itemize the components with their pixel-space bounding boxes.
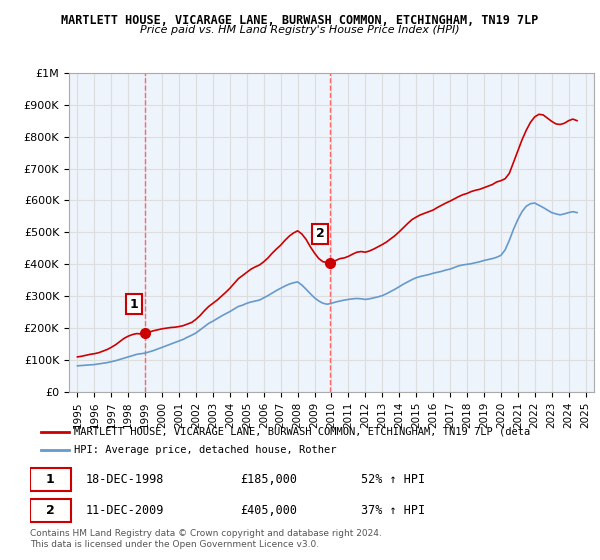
Text: 2: 2 (316, 227, 325, 240)
Text: 18-DEC-1998: 18-DEC-1998 (85, 473, 164, 487)
Text: 52% ↑ HPI: 52% ↑ HPI (361, 473, 425, 487)
Text: £185,000: £185,000 (240, 473, 297, 487)
Text: Price paid vs. HM Land Registry's House Price Index (HPI): Price paid vs. HM Land Registry's House … (140, 25, 460, 35)
Text: MARTLETT HOUSE, VICARAGE LANE, BURWASH COMMON, ETCHINGHAM, TN19 7LP (deta: MARTLETT HOUSE, VICARAGE LANE, BURWASH C… (74, 427, 530, 437)
Text: £405,000: £405,000 (240, 504, 297, 517)
FancyBboxPatch shape (30, 500, 71, 522)
Text: 11-DEC-2009: 11-DEC-2009 (85, 504, 164, 517)
Text: 2: 2 (46, 504, 55, 517)
Text: Contains HM Land Registry data © Crown copyright and database right 2024.
This d: Contains HM Land Registry data © Crown c… (30, 529, 382, 549)
Text: HPI: Average price, detached house, Rother: HPI: Average price, detached house, Roth… (74, 445, 337, 455)
Text: 37% ↑ HPI: 37% ↑ HPI (361, 504, 425, 517)
Text: MARTLETT HOUSE, VICARAGE LANE, BURWASH COMMON, ETCHINGHAM, TN19 7LP: MARTLETT HOUSE, VICARAGE LANE, BURWASH C… (61, 14, 539, 27)
FancyBboxPatch shape (30, 469, 71, 491)
Text: 1: 1 (130, 298, 139, 311)
Text: 1: 1 (46, 473, 55, 487)
